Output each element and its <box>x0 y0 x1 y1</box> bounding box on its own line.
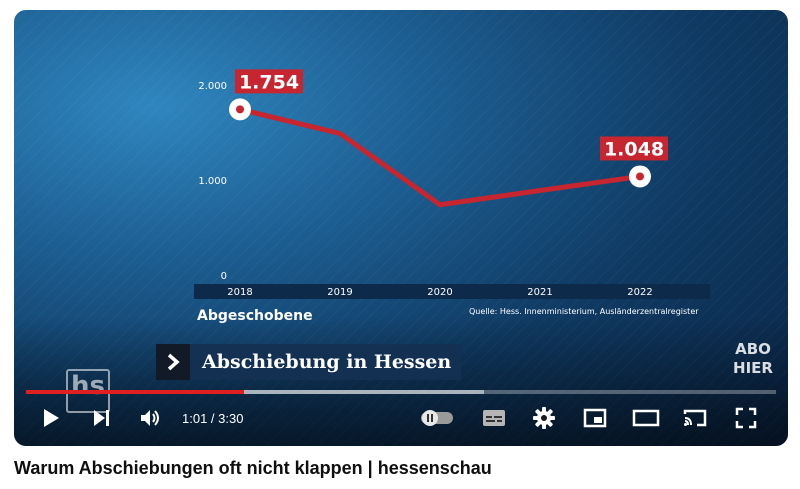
next-button[interactable] <box>86 402 116 438</box>
next-icon <box>92 409 110 432</box>
play-icon <box>42 408 60 433</box>
y-tick-label: 2.000 <box>198 81 227 92</box>
cast-button[interactable] <box>678 402 712 438</box>
miniplayer-button[interactable] <box>578 402 612 438</box>
autoplay-toggle-icon <box>419 409 455 432</box>
settings-button[interactable] <box>529 402 559 438</box>
fullscreen-button[interactable] <box>730 402 762 438</box>
data-point-dot <box>236 105 244 114</box>
subtitles-icon <box>482 409 506 432</box>
x-tick-label: 2018 <box>227 287 252 298</box>
data-label: 1.048 <box>604 138 664 160</box>
x-axis-band <box>194 284 710 299</box>
channel-logo: hs <box>66 369 110 413</box>
subtitles-button[interactable] <box>476 402 512 438</box>
miniplayer-icon <box>583 408 607 433</box>
chevron-right-icon <box>156 344 190 380</box>
data-label: 1.754 <box>239 71 299 93</box>
x-tick-label: 2020 <box>427 287 452 298</box>
settings-gear-icon <box>533 406 555 434</box>
time-display: 1:01 / 3:30 <box>182 411 244 426</box>
chart-source: Quelle: Hess. Innenministerium, Auslände… <box>469 307 699 316</box>
video-player[interactable]: 2.000 1.000 0 2018 2019 2020 2021 2022 1.754 1.04… <box>14 10 788 446</box>
subscribe-watermark[interactable]: ABO HIER <box>730 340 776 378</box>
abo-line-1: ABO <box>735 340 771 358</box>
progress-played <box>26 390 244 394</box>
cast-icon <box>682 408 708 433</box>
theater-mode-icon <box>632 409 660 432</box>
video-title: Warum Abschiebungen oft nicht klappen | … <box>14 458 492 478</box>
abo-line-2: HIER <box>733 359 773 377</box>
y-tick-label: 1.000 <box>198 176 227 187</box>
data-point-dot <box>636 172 644 181</box>
x-tick-label: 2022 <box>627 287 652 298</box>
progress-buffered <box>26 390 484 394</box>
progress-bar[interactable] <box>26 390 776 394</box>
theater-mode-button[interactable] <box>628 402 664 438</box>
player-controls: 1:01 / 3:30 <box>14 402 788 438</box>
lower-third-title: Abschiebung in Hessen <box>190 344 462 380</box>
autoplay-toggle[interactable] <box>416 402 458 438</box>
play-button[interactable] <box>36 402 66 438</box>
fullscreen-icon <box>735 407 757 434</box>
lower-third: Abschiebung in Hessen <box>156 344 462 380</box>
data-label-box <box>600 136 668 161</box>
volume-icon <box>140 408 162 433</box>
data-label-box <box>235 69 303 94</box>
x-tick-label: 2019 <box>327 287 352 298</box>
mute-button[interactable] <box>136 402 166 438</box>
series-line <box>237 106 643 208</box>
y-tick-label: 0 <box>221 271 227 282</box>
x-tick-label: 2021 <box>527 287 552 298</box>
